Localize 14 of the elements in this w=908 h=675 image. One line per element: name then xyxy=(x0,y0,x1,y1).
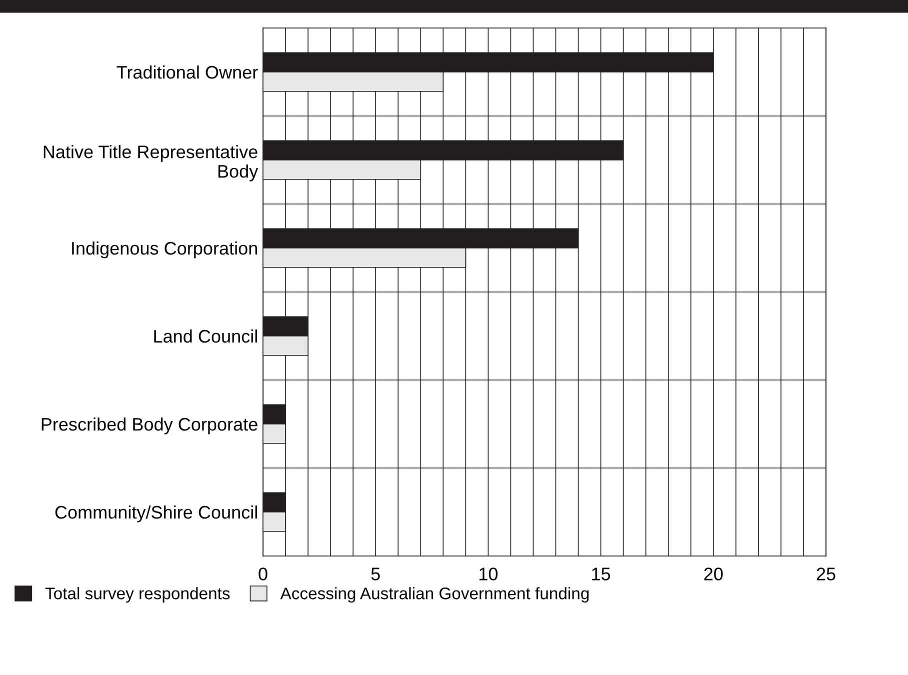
legend-label: Total survey respondents xyxy=(45,587,230,603)
x-tick-label: 10 xyxy=(480,568,498,580)
x-tick-label: 0 xyxy=(258,568,268,580)
y-tick-label: Native Title Representative Body xyxy=(44,145,258,182)
y-tick-label: Community/Shire Council xyxy=(55,505,257,522)
y-tick-label: Prescribed Body Corporate xyxy=(42,417,258,434)
y-tick-label: Indigenous Corporation xyxy=(72,241,257,258)
x-tick-label: 5 xyxy=(371,568,380,580)
x-tick-label: 25 xyxy=(816,568,836,580)
y-tick-label: Traditional Owner xyxy=(116,65,258,79)
y-tick-label: Land Council xyxy=(154,329,257,343)
legend-label: Accessing Australian Government funding xyxy=(280,587,589,603)
x-tick-label: 20 xyxy=(704,568,723,580)
x-tick-label: 15 xyxy=(592,568,610,580)
